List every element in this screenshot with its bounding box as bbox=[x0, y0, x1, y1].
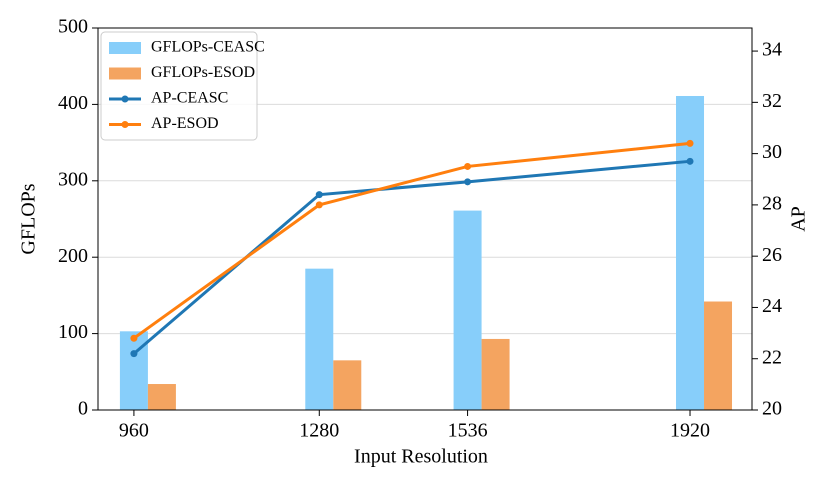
marker bbox=[686, 157, 694, 165]
legend-label: GFLOPs-ESOD bbox=[151, 64, 255, 81]
legend-label: AP-CEASC bbox=[151, 90, 228, 107]
y2-tick-label: 22 bbox=[762, 346, 782, 368]
bar bbox=[704, 301, 733, 410]
y-tick-label: 400 bbox=[58, 92, 88, 114]
legend-label: GFLOPs-CEASC bbox=[151, 39, 265, 56]
marker bbox=[464, 162, 472, 170]
y-axis-label: GFLOPs bbox=[18, 183, 40, 254]
bar bbox=[676, 95, 705, 410]
y2-tick-label: 28 bbox=[762, 192, 782, 214]
marker bbox=[315, 201, 323, 209]
marker bbox=[686, 139, 694, 147]
y-tick-label: 100 bbox=[58, 321, 88, 343]
y-tick-label: 200 bbox=[58, 245, 88, 267]
y2-tick-label: 24 bbox=[762, 295, 782, 317]
marker bbox=[315, 191, 323, 199]
x-tick-label: 1536 bbox=[448, 420, 488, 442]
legend-box bbox=[100, 31, 258, 141]
y2-tick-label: 30 bbox=[762, 141, 782, 163]
marker bbox=[464, 178, 472, 186]
marker bbox=[130, 350, 138, 358]
y2-tick-label: 34 bbox=[762, 39, 782, 61]
y2-tick-label: 32 bbox=[762, 90, 782, 112]
bar bbox=[147, 384, 176, 410]
legend-swatch bbox=[109, 67, 141, 80]
bar bbox=[481, 338, 510, 410]
plot-frame bbox=[97, 27, 753, 411]
legend-swatch bbox=[121, 121, 129, 128]
y2-tick-label: 20 bbox=[762, 398, 782, 420]
y-tick-label: 0 bbox=[78, 398, 88, 420]
x-axis-label: Input Resolution bbox=[354, 446, 488, 468]
x-tick-label: 1280 bbox=[299, 420, 339, 442]
x-tick-label: 960 bbox=[119, 420, 149, 442]
y-tick-label: 300 bbox=[58, 168, 88, 190]
legend-swatch bbox=[109, 42, 141, 54]
legend-swatch bbox=[121, 95, 129, 103]
bar bbox=[453, 210, 482, 410]
x-tick-label: 1920 bbox=[670, 420, 710, 442]
bar bbox=[119, 331, 148, 410]
bar bbox=[305, 268, 334, 410]
bar bbox=[333, 360, 362, 410]
legend-label: AP-ESOD bbox=[151, 115, 219, 132]
y2-axis-label: AP bbox=[788, 206, 810, 232]
marker bbox=[130, 334, 138, 342]
y-tick-label: 500 bbox=[58, 16, 88, 38]
line bbox=[133, 141, 691, 340]
y2-tick-label: 26 bbox=[762, 244, 782, 266]
line bbox=[132, 159, 691, 355]
